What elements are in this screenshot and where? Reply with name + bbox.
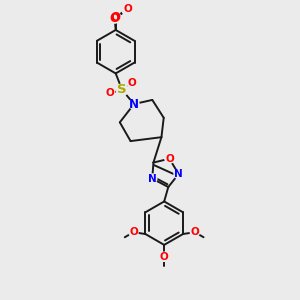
Text: S: S [117,83,127,96]
Circle shape [110,13,120,23]
Circle shape [116,84,128,96]
Text: O: O [160,252,169,262]
Text: O: O [111,11,121,24]
Text: O: O [110,12,120,25]
Text: N: N [148,174,157,184]
Circle shape [165,154,174,163]
Circle shape [148,174,157,183]
Text: O: O [106,88,115,98]
Text: O: O [127,78,136,88]
Text: O: O [165,154,174,164]
Circle shape [129,228,138,237]
Circle shape [106,89,115,98]
Text: O: O [129,227,138,237]
Circle shape [122,3,135,16]
Text: N: N [174,169,183,179]
Circle shape [190,228,200,237]
Text: N: N [129,98,139,110]
Circle shape [111,12,121,22]
Text: O: O [124,4,133,14]
Circle shape [174,169,183,178]
Circle shape [160,252,169,261]
Circle shape [129,99,139,109]
Text: O: O [190,227,199,237]
Circle shape [127,78,136,88]
